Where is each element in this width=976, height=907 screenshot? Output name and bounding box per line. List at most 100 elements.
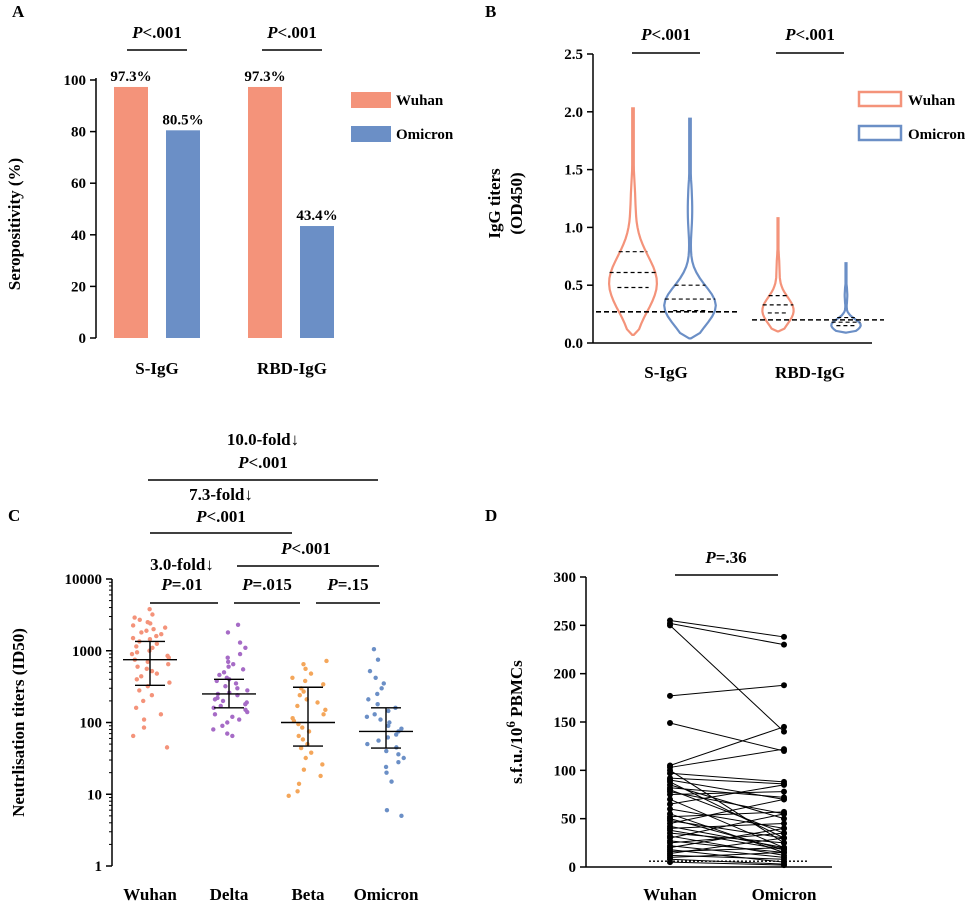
point-delta (237, 651, 243, 657)
point-delta (220, 723, 225, 728)
point-beta (300, 725, 305, 730)
point-wuhan (139, 674, 144, 679)
point-beta (303, 755, 308, 761)
paired-line (669, 772, 785, 783)
panel-c: C 1 10 100 1000 10000 Neutrlisation titers (ID… (8, 430, 419, 904)
y-tick-label-c: 1000 (72, 644, 102, 660)
y-tick-label-a: 40 (71, 228, 86, 244)
point-omicron (394, 745, 399, 750)
point-omicron-d (781, 781, 787, 788)
bar-wuhan-0 (114, 86, 148, 338)
point-wuhan (130, 635, 136, 641)
point-omicron-d (781, 839, 787, 846)
point-omicron (383, 764, 389, 770)
point-omicron-d (781, 830, 787, 837)
point-beta (297, 693, 302, 698)
point-delta (226, 664, 231, 669)
comparison-pvalue-c: P=.015 (241, 575, 292, 594)
y-axis-label-b-unit: (OD450) (507, 172, 526, 234)
point-delta (245, 688, 250, 693)
bar-label: 97.3% (110, 69, 151, 85)
point-beta (303, 666, 308, 672)
point-wuhan (137, 617, 142, 622)
point-beta (315, 700, 320, 705)
y-tick-label-a: 80 (71, 125, 86, 141)
point-delta (217, 672, 222, 678)
paired-line (669, 726, 785, 766)
point-wuhan (130, 733, 136, 739)
point-delta (230, 733, 235, 739)
point-delta (218, 703, 223, 709)
point-omicron-d (781, 844, 787, 851)
paired-line (669, 811, 785, 818)
violin-wuhan-0 (607, 107, 659, 336)
y-axis-label-c: Neutrlisation titers (ID50) (9, 628, 28, 817)
point-omicron-d (781, 825, 787, 832)
point-omicron (385, 735, 391, 740)
point-beta (320, 762, 325, 767)
legend-label-b: Omicron (908, 127, 966, 143)
point-omicron (364, 714, 370, 720)
point-omicron (384, 807, 390, 813)
y-tick-label-c: 1 (95, 859, 103, 875)
comparison-pvalue-c: P<.001 (195, 507, 246, 526)
paired-line (669, 840, 785, 853)
point-omicron-d (781, 796, 787, 803)
category-label-b: RBD-IgG (775, 363, 845, 382)
paired-line (669, 624, 785, 733)
comparison-pvalue-c: P<.001 (237, 453, 288, 472)
y-tick-label-c: 100 (80, 716, 103, 732)
point-delta (221, 670, 227, 675)
point-omicron (396, 759, 401, 765)
point-omicron (381, 681, 386, 686)
point-delta (245, 709, 250, 715)
point-omicron (386, 723, 391, 728)
y-tick-label-d: 150 (554, 715, 577, 731)
paired-line (669, 684, 785, 697)
point-omicron (396, 752, 401, 757)
point-beta (295, 789, 300, 794)
legend-swatch-wuhan (351, 92, 391, 108)
point-wuhan-d (667, 859, 673, 866)
point-wuhan (159, 632, 164, 637)
point-wuhan-d (667, 622, 673, 629)
point-omicron (386, 708, 391, 714)
point-wuhan (141, 717, 147, 722)
point-beta (321, 712, 326, 717)
point-beta (309, 750, 314, 755)
y-tick-label-d: 50 (561, 812, 576, 828)
legend-label: Wuhan (396, 93, 444, 109)
panel-d: D 0 50 100 150 200 250 300 s.f.u./106 PBMCs Wuhan… (485, 506, 832, 904)
point-omicron (366, 697, 371, 702)
y-axis-label-a: Seropositivity (%) (5, 158, 24, 290)
point-omicron (375, 691, 380, 697)
paired-line (669, 852, 785, 858)
paired-line (669, 798, 785, 849)
point-delta (225, 731, 230, 736)
point-wuhan-d (667, 796, 673, 803)
y-tick-label-b: 2.5 (564, 47, 583, 63)
point-omicron-d (781, 810, 787, 817)
point-delta (225, 655, 230, 660)
bar-omicron-1 (300, 226, 334, 338)
point-omicron-d (781, 820, 787, 827)
point-omicron (372, 712, 377, 717)
violin-omicron-1 (830, 262, 862, 334)
panel-letter-c: C (8, 506, 20, 525)
point-omicron (371, 647, 377, 652)
point-omicron-d (781, 682, 787, 689)
point-omicron (384, 770, 389, 775)
paired-line (669, 845, 785, 858)
point-omicron (375, 657, 381, 662)
panel-letter-d: D (485, 506, 497, 525)
paired-line (669, 808, 785, 829)
point-wuhan (135, 664, 140, 669)
fold-change-label: 3.0-fold↓ (150, 555, 214, 574)
point-wuhan (150, 645, 155, 650)
pvalue-b: P<.001 (640, 25, 691, 44)
point-delta (225, 720, 230, 725)
legend-label-b: Wuhan (908, 93, 956, 109)
pvalue-a: P<.001 (266, 23, 317, 42)
legend-label: Omicron (396, 127, 454, 143)
comparison-pvalue-c: P=.01 (160, 575, 202, 594)
